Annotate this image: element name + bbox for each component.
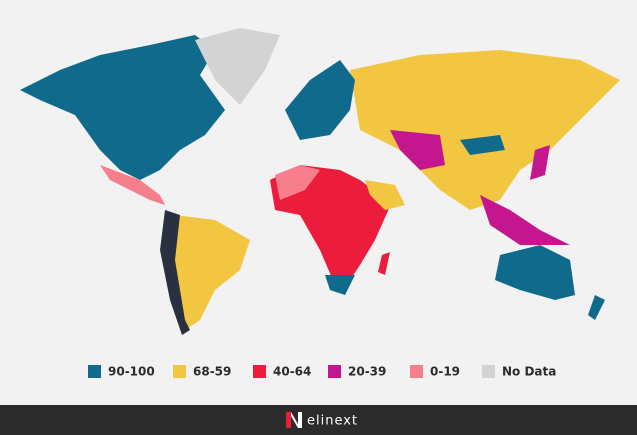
legend-swatch — [253, 365, 266, 378]
logo-mark-left — [286, 412, 291, 428]
logo-mark-right — [298, 412, 302, 428]
footer-bar — [0, 405, 637, 435]
mongolia — [460, 135, 505, 155]
greenland — [195, 28, 280, 105]
legend-label: No Data — [502, 365, 556, 379]
brand-name: elinext — [307, 414, 358, 429]
russia-asia — [350, 50, 620, 210]
africa — [270, 165, 395, 285]
arabia — [365, 180, 405, 210]
legend-label: 40-64 — [273, 365, 311, 379]
legend-swatch — [410, 365, 423, 378]
north-america — [20, 35, 225, 180]
japan — [530, 145, 550, 180]
south-america-east — [170, 215, 250, 330]
new-zealand — [588, 295, 605, 320]
south-america-west — [160, 210, 190, 335]
legend-swatch — [173, 365, 186, 378]
southeast-asia — [480, 195, 570, 245]
north-africa — [275, 165, 320, 200]
logo-mark-diagonal — [291, 412, 298, 428]
legend: 90-100 68-59 40-64 20-39 0-19 No Data — [88, 365, 556, 379]
legend-label: 90-100 — [108, 365, 155, 379]
south-africa — [325, 275, 355, 295]
logo: elinext — [286, 412, 358, 429]
legend-label: 0-19 — [430, 365, 460, 379]
legend-swatch — [482, 365, 495, 378]
europe — [285, 60, 355, 140]
legend-label: 68-59 — [193, 365, 231, 379]
mexico — [100, 165, 165, 205]
legend-swatch — [88, 365, 101, 378]
map-regions — [20, 28, 620, 335]
central-asia — [390, 130, 445, 170]
madagascar — [378, 252, 390, 275]
legend-swatch — [328, 365, 341, 378]
legend-label: 20-39 — [348, 365, 386, 379]
australia — [495, 245, 575, 300]
